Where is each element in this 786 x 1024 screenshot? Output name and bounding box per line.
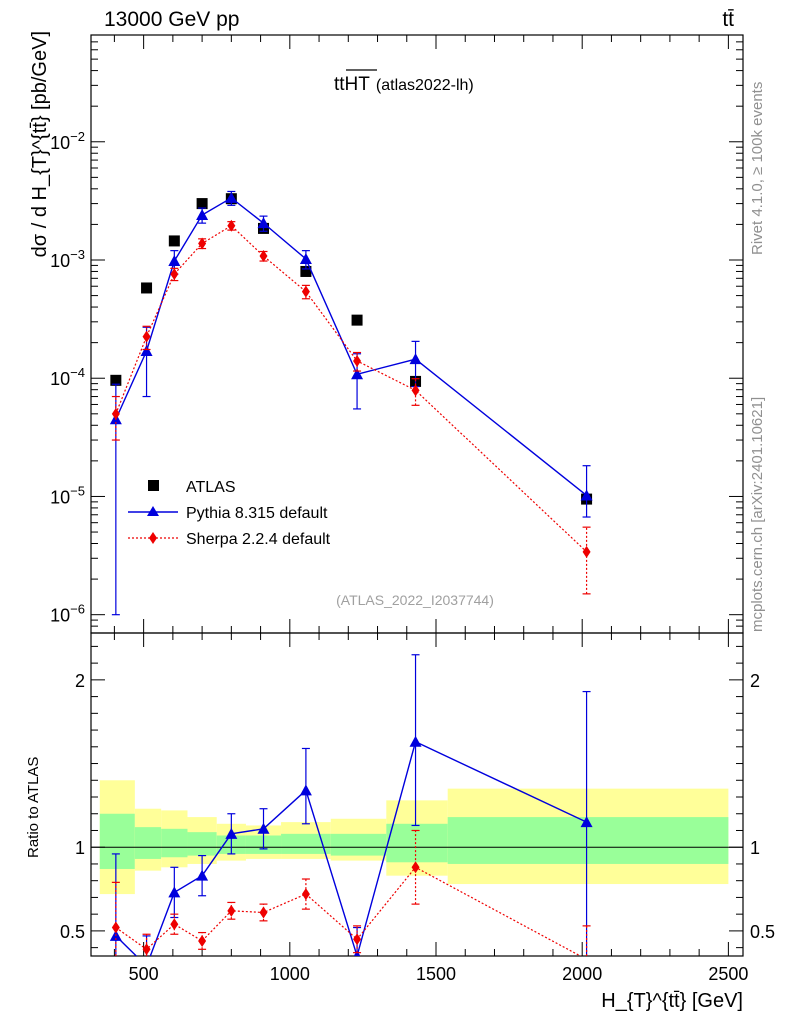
main-title: ttHT (atlas2022-lh) [334, 74, 474, 95]
legend-atlas-marker [148, 480, 159, 491]
data-point-diamond [411, 861, 420, 874]
data-point-diamond [259, 906, 268, 919]
data-point-diamond [198, 237, 207, 250]
ratio-x-tick-labels: 500 1000 1500 2000 2500 [129, 964, 749, 984]
data-point-diamond [111, 921, 120, 934]
ratio-bands [99, 780, 729, 895]
legend-atlas-label: ATLAS [186, 479, 236, 496]
y-tick-label: 10−2 [50, 129, 85, 153]
data-point-diamond [259, 250, 268, 263]
data-point-square [168, 235, 180, 247]
data-point-diamond [111, 407, 120, 420]
ratio-pythia-line [115, 740, 587, 956]
legend-sherpa-marker [149, 532, 157, 544]
data-point-triangle [299, 252, 312, 264]
band-green [281, 833, 331, 854]
data-point-triangle [196, 869, 209, 881]
data-point-triangle [168, 255, 181, 267]
data-point-triangle [257, 822, 270, 834]
main-panel: 10−610−510−410−310−2 ttHT (atlas2022-lh) … [50, 34, 744, 634]
mcplots-label: mcplots.cern.ch [arXiv:2401.10621] [749, 397, 766, 632]
data-point-diamond [170, 918, 179, 931]
data-point-diamond [301, 888, 310, 901]
data-point-diamond [227, 904, 236, 917]
band-green [330, 833, 387, 856]
band-green [99, 813, 135, 869]
band-green [161, 828, 188, 858]
data-point-diamond [582, 545, 591, 558]
data-point-diamond [353, 933, 362, 946]
data-point-triangle [257, 217, 270, 229]
y-tick-label: 10−4 [50, 365, 85, 389]
y-tick-label: 10−5 [50, 483, 85, 507]
main-y-tick-labels: 10−6 10−5 10−4 10−3 10−2 [50, 129, 85, 626]
data-point-triangle [580, 489, 593, 501]
data-point-diamond [142, 943, 151, 956]
ratio-y-tick-label-right: 1 [750, 838, 760, 858]
legend-sherpa-label: Sherpa 2.2.4 default [186, 531, 331, 548]
data-point-diamond [301, 285, 310, 298]
rivet-label: Rivet 4.1.0, ≥ 100k events [749, 82, 766, 255]
ratio-axis-ticks [91, 633, 743, 956]
watermark: (ATLAS_2022_I2037744) [336, 592, 494, 608]
data-point-diamond [353, 354, 362, 367]
legend-pythia-label: Pythia 8.315 default [186, 505, 328, 522]
sherpa-line [115, 224, 587, 553]
y-tick-label: 10−3 [50, 247, 85, 271]
process-label: tt̄ [722, 8, 734, 31]
main-axis-ticks [91, 34, 743, 634]
data-point-square [351, 314, 363, 326]
x-tick-label: 2500 [708, 964, 748, 984]
ratio-y-axis-label: Ratio to ATLAS [25, 757, 42, 858]
data-point-triangle [168, 886, 181, 898]
ratio-frame [90, 632, 744, 957]
energy-label: 13000 GeV pp [104, 8, 239, 31]
data-point-diamond [411, 384, 420, 397]
band-green [134, 827, 162, 859]
main-subtitle: (atlas2022-lh) [376, 77, 474, 94]
main-series-layer [109, 190, 593, 616]
x-tick-label: 2000 [562, 964, 602, 984]
data-point-diamond [227, 219, 236, 232]
legend: ATLAS Pythia 8.315 default Sherpa 2.2.4 … [128, 479, 331, 548]
ratio-y-tick-labels: 0.5 0.5 1 1 2 2 [60, 671, 775, 942]
band-green [187, 832, 217, 856]
x-tick-label: 1500 [416, 964, 456, 984]
ratio-y-tick-label: 1 [75, 838, 85, 858]
ratio-y-tick-label-right: 2 [750, 671, 760, 691]
ratio-panel: 0.5 0.5 1 1 2 2 500 1000 1500 2000 2500 [60, 632, 775, 984]
main-y-axis-label: dσ / d H_{T}^{tt̄} [pb/GeV] [29, 31, 51, 257]
data-point-triangle [351, 368, 364, 380]
ratio-sherpa-line [115, 866, 582, 956]
pythia-line [115, 197, 588, 496]
data-point-triangle [140, 344, 153, 356]
data-point-triangle [580, 816, 593, 828]
data-point-diamond [170, 268, 179, 281]
data-point-diamond [198, 934, 207, 947]
data-point-triangle [225, 191, 238, 203]
data-point-square [300, 265, 312, 277]
data-point-square [196, 198, 208, 210]
ratio-series-layer [109, 654, 593, 956]
y-tick-label: 10−6 [50, 602, 85, 626]
data-point-triangle [299, 784, 312, 796]
ratio-y-tick-label-right: 0.5 [750, 922, 775, 942]
x-tick-label: 1000 [270, 964, 310, 984]
x-axis-label: H_{T}^{tt̄} [GeV] [601, 990, 743, 1012]
data-point-triangle [409, 735, 422, 747]
data-point-triangle [225, 827, 238, 839]
data-point-triangle [409, 353, 422, 365]
data-point-diamond [142, 330, 151, 343]
data-point-square [141, 282, 153, 294]
data-point-triangle [196, 209, 209, 221]
x-tick-label: 500 [129, 964, 159, 984]
ratio-y-tick-label: 2 [75, 671, 85, 691]
band-green [386, 823, 448, 863]
legend-pythia-marker [147, 506, 159, 516]
data-point-square [110, 374, 122, 386]
ratio-y-tick-label: 0.5 [60, 922, 85, 942]
